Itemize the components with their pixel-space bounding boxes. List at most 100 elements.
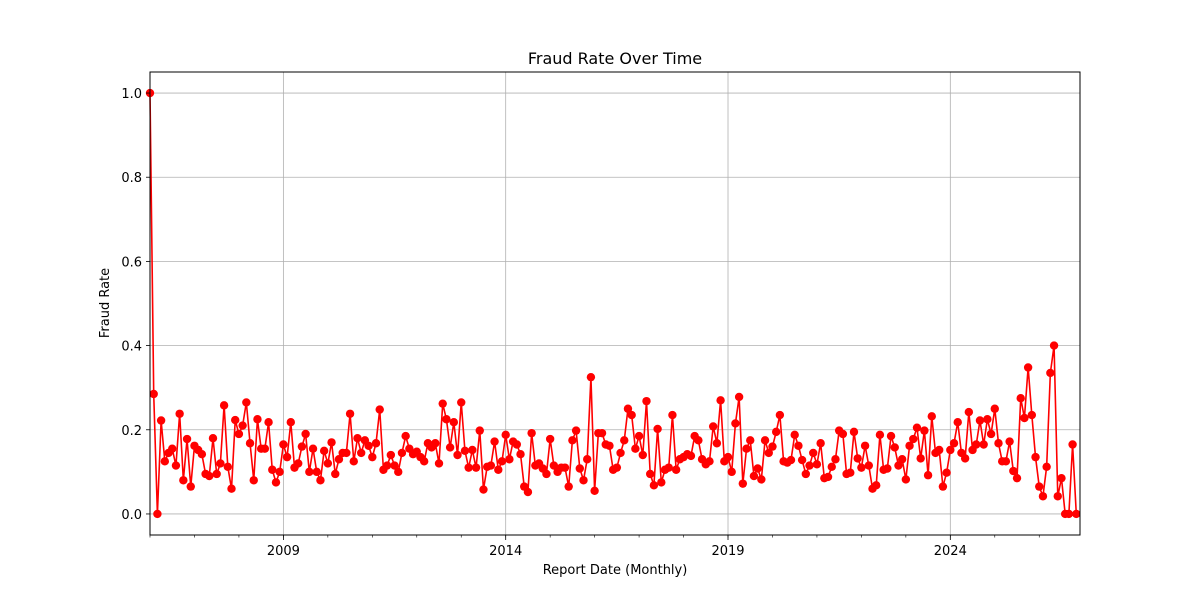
data-point xyxy=(694,436,703,445)
data-point xyxy=(460,446,470,456)
data-point xyxy=(345,409,355,418)
data-point xyxy=(390,461,399,470)
data-point xyxy=(768,442,777,451)
data-point xyxy=(627,410,636,420)
data-point xyxy=(590,486,599,495)
data-point xyxy=(646,469,655,479)
data-point xyxy=(812,460,822,469)
data-point xyxy=(319,446,329,456)
data-point xyxy=(657,478,666,487)
data-point xyxy=(853,454,862,463)
series-fraud-rate xyxy=(145,88,1081,519)
data-point xyxy=(494,465,503,474)
x-axis-title: Report Date (Monthly) xyxy=(543,563,688,578)
data-point xyxy=(234,429,244,439)
data-point xyxy=(927,412,936,421)
data-point xyxy=(397,448,407,458)
data-point xyxy=(809,448,818,458)
data-point xyxy=(1009,466,1018,476)
data-point xyxy=(457,398,466,407)
data-point xyxy=(994,439,1003,448)
data-point xyxy=(623,404,633,413)
data-point xyxy=(501,430,510,440)
data-point xyxy=(705,457,714,466)
data-point xyxy=(1020,413,1029,423)
data-point xyxy=(1053,492,1062,501)
data-point xyxy=(983,415,992,424)
data-point xyxy=(156,416,166,425)
y-tick-label: 0.6 xyxy=(121,255,142,270)
data-point xyxy=(716,396,725,405)
data-point xyxy=(816,439,825,448)
data-point xyxy=(564,482,573,491)
data-point xyxy=(286,418,295,427)
data-point xyxy=(171,461,181,470)
data-point xyxy=(205,471,214,481)
data-point xyxy=(771,427,781,437)
data-point xyxy=(742,444,751,453)
data-point xyxy=(431,439,440,448)
data-point xyxy=(253,415,262,424)
data-point xyxy=(916,454,925,463)
data-point xyxy=(542,469,551,479)
data-point xyxy=(749,471,759,481)
data-point xyxy=(616,448,625,458)
data-point xyxy=(946,445,955,455)
data-point xyxy=(668,410,677,420)
data-point xyxy=(1027,410,1037,420)
data-point xyxy=(708,422,718,431)
data-point xyxy=(434,459,444,468)
data-point xyxy=(979,440,988,449)
data-point xyxy=(738,479,748,488)
data-point xyxy=(238,421,247,430)
data-point xyxy=(305,467,314,477)
data-point xyxy=(775,410,785,420)
data-point xyxy=(153,509,162,519)
data-point xyxy=(920,426,929,435)
data-point xyxy=(631,444,640,453)
data-point xyxy=(353,433,362,443)
x-tick-label: 2024 xyxy=(934,544,967,559)
data-point xyxy=(883,464,892,473)
data-point xyxy=(375,405,384,414)
data-point xyxy=(294,459,303,468)
data-point xyxy=(505,455,514,464)
data-point xyxy=(864,461,873,470)
data-point xyxy=(875,430,885,440)
data-point xyxy=(764,448,773,458)
data-point xyxy=(653,424,662,434)
data-point xyxy=(371,439,381,448)
y-tick-label: 0.4 xyxy=(121,340,142,355)
data-point xyxy=(475,426,484,435)
data-point xyxy=(975,416,985,425)
data-point xyxy=(1049,341,1059,350)
data-point xyxy=(953,418,962,427)
data-point xyxy=(175,409,184,418)
data-point xyxy=(219,401,229,410)
data-point xyxy=(1057,473,1066,483)
data-point xyxy=(723,452,733,462)
data-point xyxy=(664,463,673,472)
data-point xyxy=(368,452,377,462)
data-point xyxy=(579,476,588,485)
data-point xyxy=(334,455,344,464)
data-point xyxy=(923,471,933,480)
data-point xyxy=(790,430,799,440)
data-point xyxy=(516,449,525,459)
data-point xyxy=(901,475,911,484)
data-point xyxy=(634,431,644,441)
data-point xyxy=(620,436,629,445)
data-point xyxy=(479,485,488,494)
data-point xyxy=(442,415,451,424)
data-point xyxy=(986,429,996,439)
data-point xyxy=(860,441,870,450)
data-point xyxy=(642,396,651,406)
data-point xyxy=(905,441,914,450)
data-point xyxy=(846,468,855,477)
data-point xyxy=(486,461,496,470)
data-point xyxy=(857,463,866,472)
data-point xyxy=(964,407,974,417)
data-point xyxy=(801,469,811,479)
data-point xyxy=(349,457,358,466)
